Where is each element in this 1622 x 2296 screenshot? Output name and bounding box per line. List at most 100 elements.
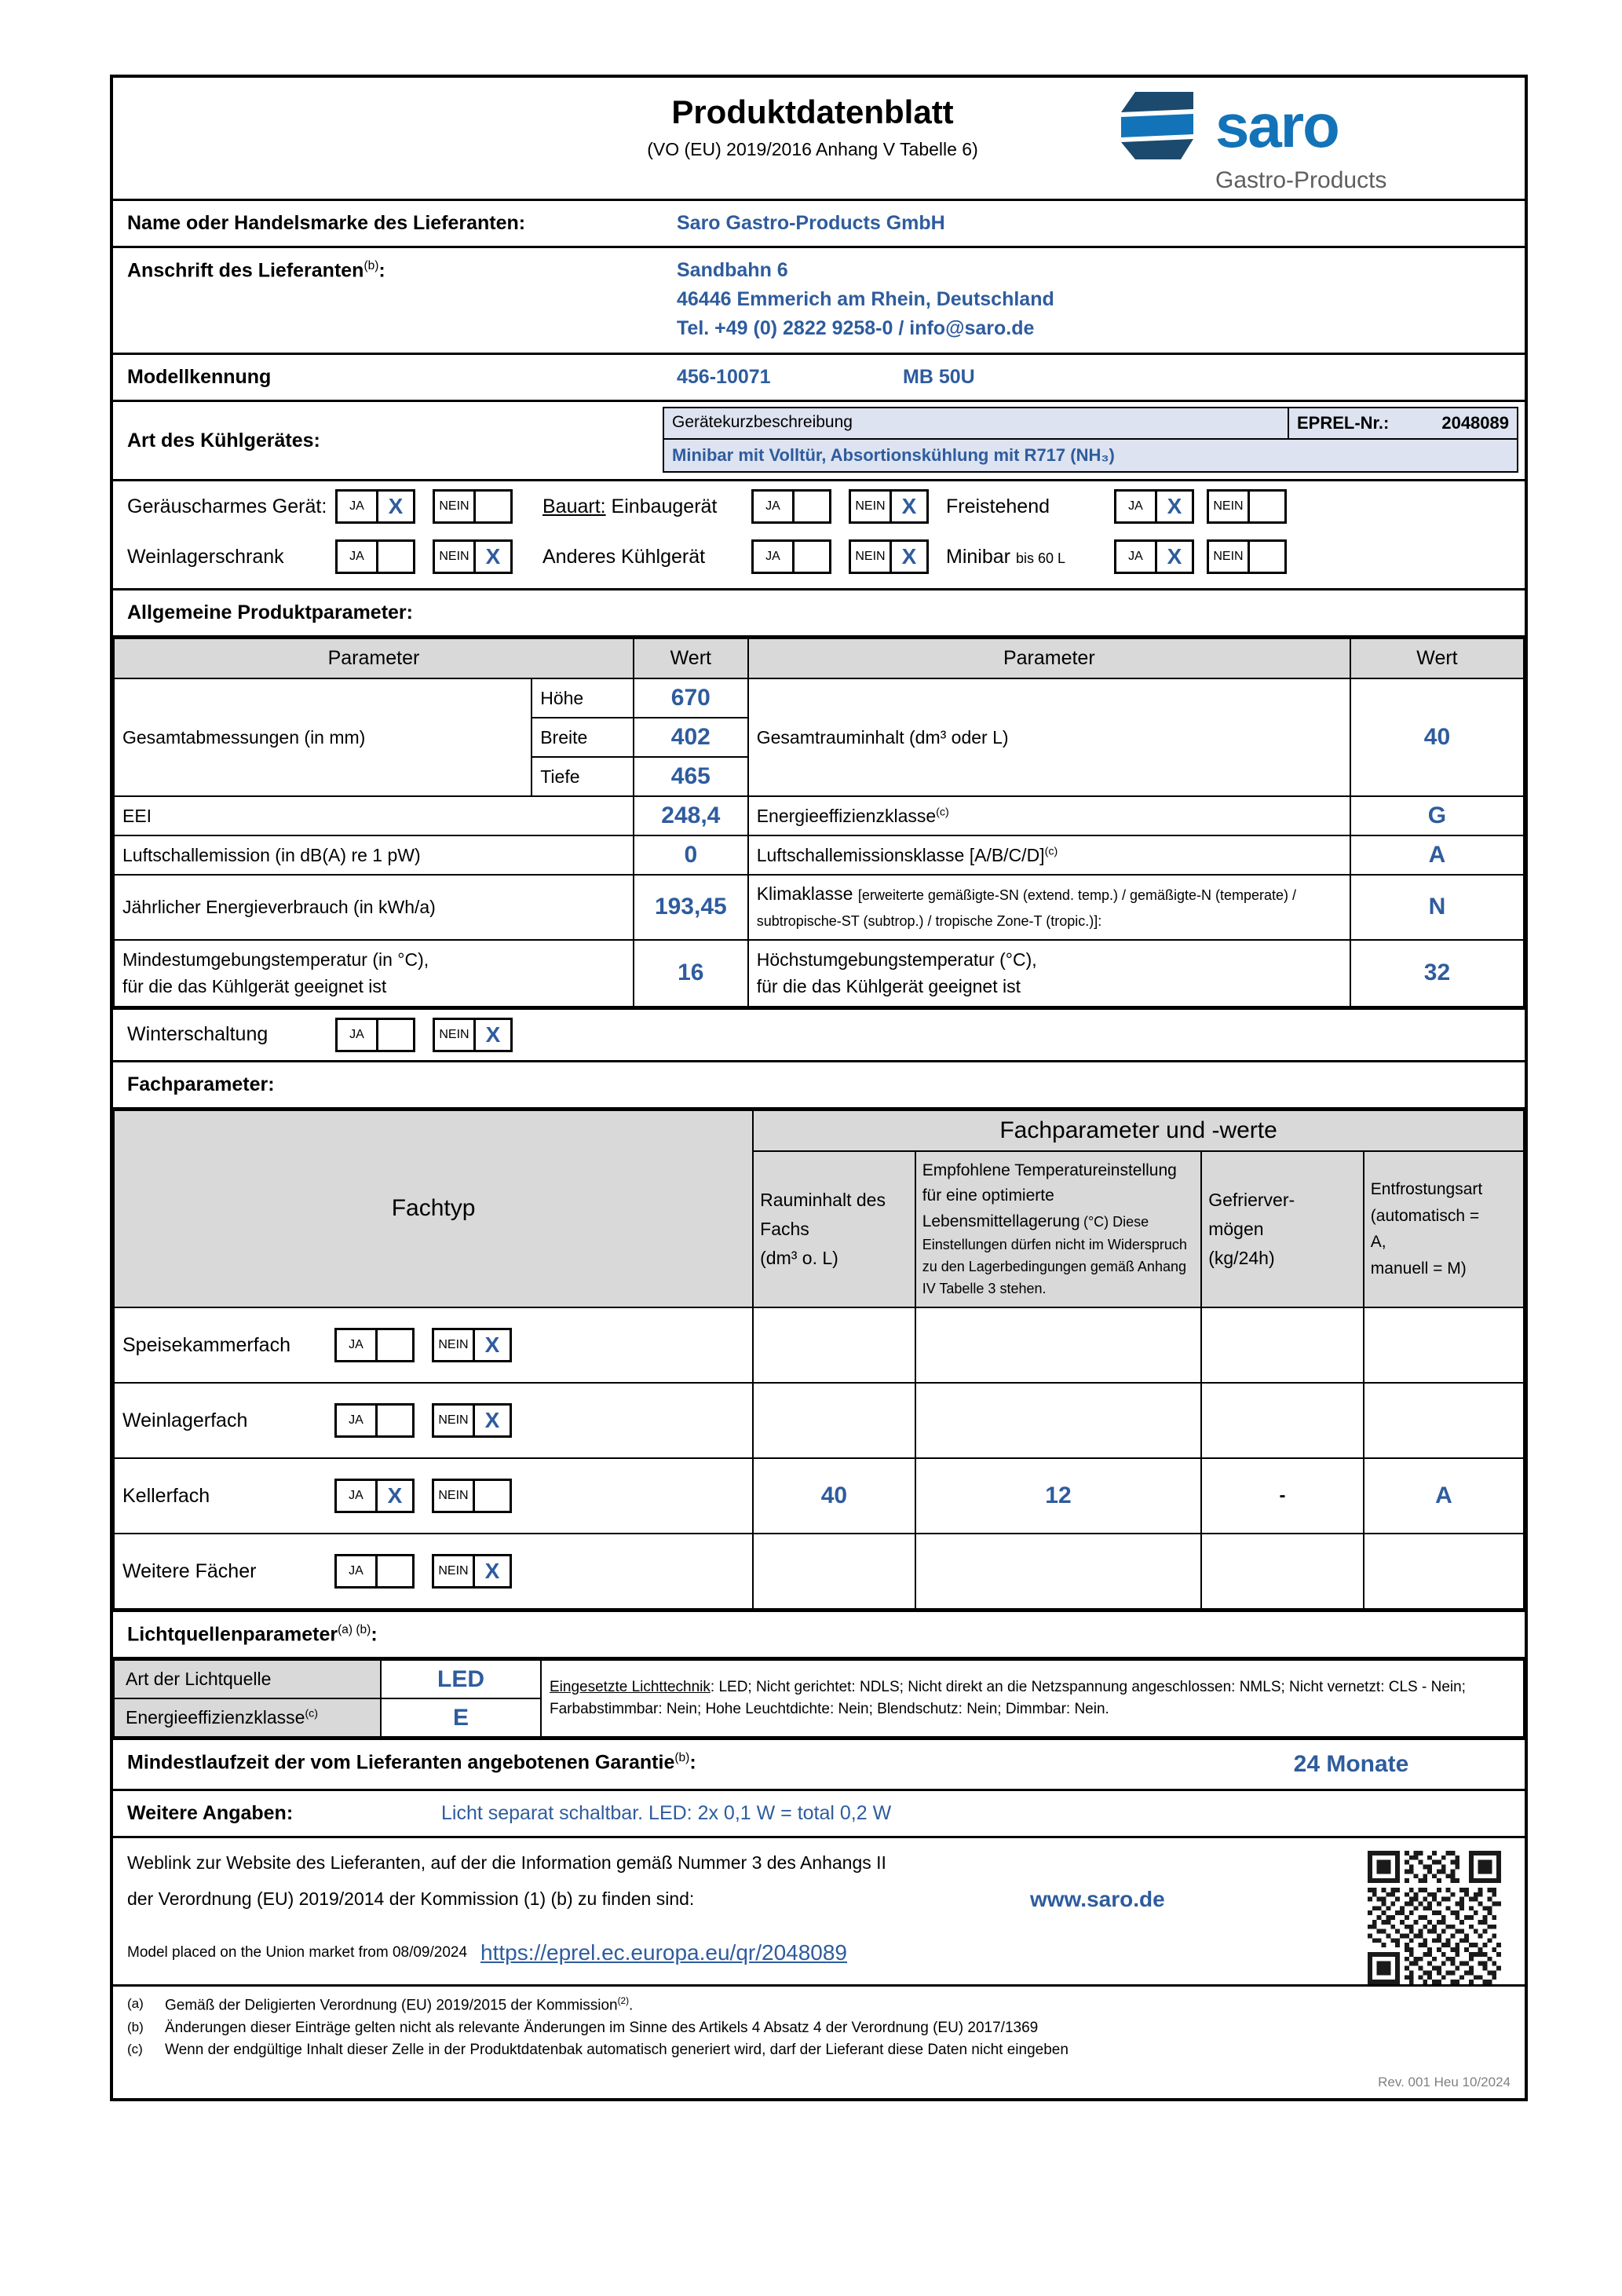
col-temp-main: Empfohlene Temperatureinstellung für ein… — [922, 1161, 1177, 1230]
wine-cabinet-nein-mark: X — [485, 544, 501, 569]
wine-cabinet-ja-checkbox[interactable]: JA — [335, 539, 415, 574]
address-line-1: Sandbahn 6 — [677, 259, 788, 281]
table-row: Tiefe 465 — [114, 756, 1524, 797]
general-params-section-title: Allgemeine Produktparameter: — [127, 601, 413, 623]
min-temp-line-1: Mindestumgebungstemperatur (in °C), — [122, 949, 429, 970]
cellar-volume: 40 — [752, 1457, 916, 1534]
cellar-compartment-label: Kellerfach — [122, 1484, 210, 1507]
ja-label: JA — [337, 1330, 378, 1360]
other-comp-ja-checkbox[interactable]: JA — [334, 1554, 415, 1589]
climate-class-label-rest: [erweiterte gemäßigte-SN (extend. temp.)… — [756, 887, 1297, 930]
footnote-mark-b: (b) — [127, 2019, 144, 2035]
pantry-ja-mark — [378, 1330, 412, 1360]
wine-comp-nein-mark: X — [484, 1408, 500, 1432]
winter-mode-row: Winterschaltung JA NEIN X — [113, 1010, 1525, 1060]
other-comp-nein-checkbox[interactable]: NEIN X — [432, 1554, 512, 1589]
other-appliance-nein-checkbox[interactable]: NEIN X — [849, 539, 929, 574]
supplier-website-link[interactable]: www.saro.de — [1030, 1887, 1344, 1912]
address-line-3: Tel. +49 (0) 2822 9258-0 / info@saro.de — [677, 317, 1035, 339]
minibar-nein-checkbox[interactable]: NEIN — [1207, 539, 1287, 574]
wine-cabinet-nein-checkbox[interactable]: NEIN X — [433, 539, 513, 574]
supplier-name-label: Name oder Handelsmarke des Lieferanten: — [127, 212, 526, 234]
low-noise-label: Geräuscharmes Gerät: — [127, 495, 327, 517]
noise-class-value: A — [1349, 835, 1525, 876]
pantry-ja-checkbox[interactable]: JA — [334, 1328, 415, 1362]
builtin-ja-checkbox[interactable]: JA — [751, 489, 831, 524]
footnote-mark-a: (a) — [127, 1996, 144, 2012]
low-noise-ja-checkbox[interactable]: JA X — [335, 489, 415, 524]
col-compartment-group: Fachparameter und -werte — [752, 1109, 1525, 1152]
eprel-label: EPREL-Nr.: — [1297, 413, 1390, 433]
general-parameters-table: Parameter Wert Parameter Wert Gesamtabme… — [112, 638, 1525, 1007]
minibar-nein-mark — [1250, 542, 1284, 572]
col-defrost-line-2: (automatisch = — [1370, 1206, 1480, 1225]
wine-comp-nein-checkbox[interactable]: NEIN X — [432, 1403, 512, 1438]
freestanding-ja-checkbox[interactable]: JA X — [1114, 489, 1194, 524]
other-temp — [914, 1533, 1203, 1610]
footnote-text-c: Wenn der endgültige Inhalt dieser Zelle … — [165, 2041, 1069, 2058]
pantry-nein-mark: X — [484, 1333, 500, 1357]
eprel-qr-link[interactable]: https://eprel.ec.europa.eu/qr/2048089 — [480, 1940, 847, 1965]
col-parameter-2: Parameter — [747, 638, 1351, 679]
light-energy-class-value: E — [380, 1698, 542, 1738]
qr-code-icon — [1368, 1851, 1501, 1985]
energy-class-value: G — [1349, 795, 1525, 836]
light-section-title-row: Lichtquellenparameter(a) (b): — [113, 1610, 1525, 1657]
cellar-temp: 12 — [914, 1457, 1203, 1534]
pantry-compartment-label: Speisekammerfach — [122, 1333, 290, 1356]
noise-emission-label: Luftschallemission (in dB(A) re 1 pW) — [113, 835, 634, 876]
footnote-row: (a) Gemäß der Deligierten Verordnung (EU… — [127, 1996, 1511, 2014]
compartment-section-title-row: Fachparameter: — [113, 1059, 1525, 1107]
dim-depth-label: Tiefe — [531, 756, 634, 797]
page-title: Produktdatenblatt — [671, 93, 954, 130]
pantry-nein-checkbox[interactable]: NEIN X — [432, 1328, 512, 1362]
winter-mode-label: Winterschaltung — [127, 1023, 269, 1046]
eei-label: EEI — [113, 795, 634, 836]
low-noise-nein-checkbox[interactable]: NEIN — [433, 489, 513, 524]
other-appliance-nein-mark: X — [901, 544, 917, 569]
noise-class-label-text: Luftschallemissionsklasse [A/B/C/D] — [756, 844, 1045, 865]
footnote-marker-b: (b) — [674, 1751, 690, 1765]
light-source-type-label: Art der Lichtquelle — [113, 1659, 382, 1700]
freestanding-nein-checkbox[interactable]: NEIN — [1207, 489, 1287, 524]
warranty-label: Mindestlaufzeit der vom Lieferanten ange… — [127, 1751, 696, 1774]
ja-label: JA — [338, 492, 378, 521]
builtin-nein-checkbox[interactable]: NEIN X — [849, 489, 929, 524]
nein-label: NEIN — [851, 492, 892, 521]
other-appliance-ja-checkbox[interactable]: JA — [751, 539, 831, 574]
climate-class-value: N — [1349, 874, 1525, 941]
wine-freeze — [1200, 1382, 1364, 1459]
compartment-subheader-row: Rauminhalt des Fachs (dm³ o. L) Empfohle… — [114, 1150, 1525, 1309]
wine-compartment-label: Weinlagerfach — [122, 1409, 248, 1431]
cellar-ja-mark: X — [387, 1483, 403, 1508]
other-volume — [752, 1533, 916, 1610]
other-comp-nein-mark: X — [484, 1559, 500, 1583]
winter-mode-ja-checkbox[interactable]: JA — [335, 1017, 415, 1052]
other-defrost — [1362, 1533, 1525, 1610]
footnote-sup-2: (2) — [617, 1996, 630, 2007]
ja-label: JA — [338, 542, 378, 572]
freestanding-ja-mark: X — [1167, 494, 1182, 518]
pantry-volume — [752, 1307, 916, 1384]
classification-row-2: Weinlagerschrank JA NEIN X Anderes Kühlg… — [113, 532, 1525, 582]
winter-mode-nein-checkbox[interactable]: NEIN X — [433, 1017, 513, 1052]
light-energy-class-label-text: Energieeffizienzklasse — [126, 1707, 305, 1728]
classification-row-1: Geräuscharmes Gerät: JA X NEIN Bauart: E… — [113, 481, 1525, 532]
footnotes-block: (a) Gemäß der Deligierten Verordnung (EU… — [113, 1984, 1525, 2069]
table-row: Weinlagerfach JA NEIN X — [112, 1382, 1525, 1459]
supplier-address-row: Anschrift des Lieferanten(b): Sandbahn 6… — [113, 246, 1525, 353]
warranty-row: Mindestlaufzeit der vom Lieferanten ange… — [113, 1738, 1525, 1789]
wine-comp-ja-checkbox[interactable]: JA — [334, 1403, 415, 1438]
cellar-ja-checkbox[interactable]: JA X — [334, 1479, 415, 1513]
warranty-label-text: Mindestlaufzeit der vom Lieferanten ange… — [127, 1751, 675, 1774]
cellar-nein-checkbox[interactable]: NEIN — [432, 1479, 512, 1513]
minibar-ja-checkbox[interactable]: JA X — [1114, 539, 1194, 574]
nein-label: NEIN — [434, 1406, 475, 1435]
climate-class-label-main: Klimaklasse — [756, 883, 853, 904]
light-source-type-value: LED — [380, 1659, 542, 1700]
max-ambient-temp-label: Höchstumgebungstemperatur (°C), für die d… — [747, 938, 1351, 1007]
nein-label: NEIN — [1209, 492, 1250, 521]
eprel-value: 2048089 — [1441, 413, 1509, 433]
title-block: Produktdatenblatt (VO (EU) 2019/2016 Anh… — [513, 86, 1112, 160]
supplier-address-label: Anschrift des Lieferanten(b): — [127, 259, 385, 282]
